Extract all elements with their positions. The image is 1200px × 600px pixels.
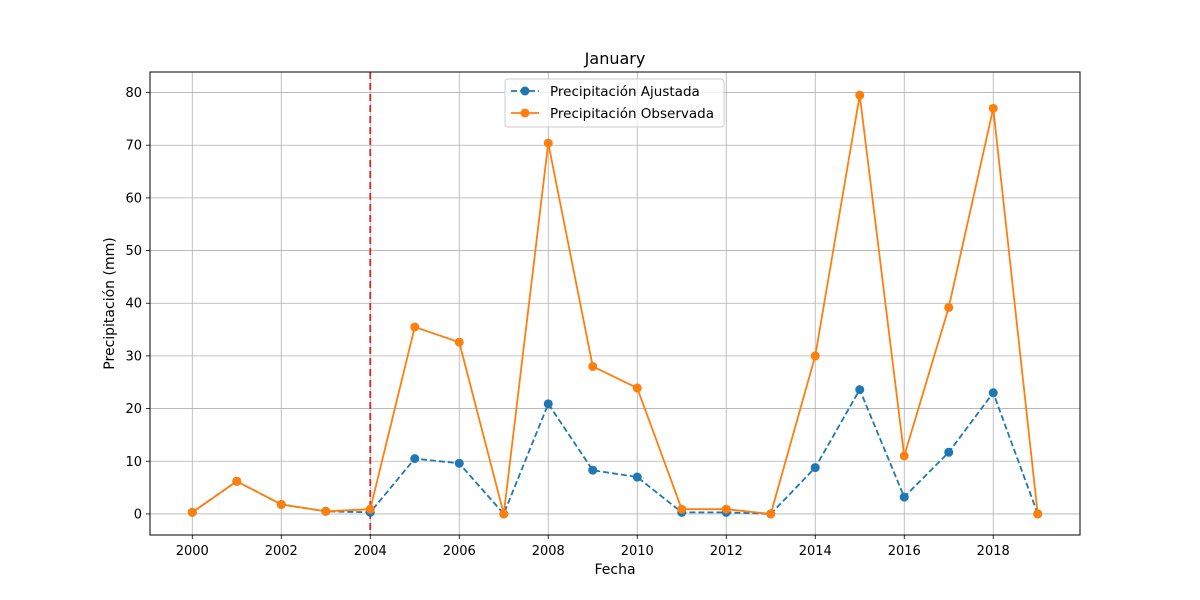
data-point	[899, 492, 909, 502]
data-point	[810, 351, 820, 361]
legend-label-adjusted: Precipitación Ajustada	[550, 84, 700, 100]
data-point	[454, 458, 464, 468]
data-point	[499, 509, 509, 519]
y-tick-label: 0	[134, 507, 142, 522]
data-point	[187, 507, 197, 517]
data-point	[410, 454, 420, 464]
y-tick-label: 80	[125, 86, 142, 101]
y-tick-label: 20	[125, 402, 142, 417]
data-point	[899, 451, 909, 461]
data-point	[321, 506, 331, 516]
data-point	[410, 322, 420, 332]
y-axis-label: Precipitación (mm)	[102, 237, 118, 369]
y-axis-ticks: 0 10 20 30 40 50 60 70 80	[125, 86, 150, 522]
data-point	[588, 361, 598, 371]
x-tick-label: 2012	[710, 544, 743, 559]
y-tick-label: 60	[125, 191, 142, 206]
series-layer	[187, 90, 1043, 519]
data-point	[944, 302, 954, 312]
y-tick-label: 40	[125, 297, 142, 312]
series-adjusted	[187, 385, 1043, 519]
x-tick-label: 2018	[977, 544, 1010, 559]
data-point	[677, 504, 687, 514]
legend: Precipitación Ajustada Precipitación Obs…	[504, 78, 725, 128]
data-point	[721, 504, 731, 514]
data-point	[1033, 509, 1043, 519]
data-point	[988, 103, 998, 113]
x-axis-label: Fecha	[594, 562, 635, 578]
x-tick-label: 2010	[621, 544, 654, 559]
y-tick-label: 50	[125, 244, 142, 259]
x-axis-ticks: 2000 2002 2004 2006 2008 2010 2012 2014 2016 2018	[176, 535, 1010, 559]
x-tick-label: 2004	[354, 544, 387, 559]
data-point	[988, 388, 998, 398]
data-point	[232, 476, 242, 486]
data-point	[365, 504, 375, 514]
legend-box	[504, 78, 725, 128]
x-tick-label: 2000	[176, 544, 209, 559]
data-point	[855, 90, 865, 100]
data-point	[632, 383, 642, 393]
grid	[150, 72, 1080, 535]
data-point	[855, 385, 865, 395]
legend-label-observed: Precipitación Observada	[550, 106, 714, 122]
x-tick-label: 2016	[888, 544, 921, 559]
data-point	[810, 463, 820, 473]
x-tick-label: 2008	[532, 544, 565, 559]
legend-marker-observed	[520, 108, 530, 118]
data-point	[632, 472, 642, 482]
data-point	[944, 447, 954, 457]
series-line	[191, 94, 1039, 515]
data-point	[276, 499, 286, 509]
y-tick-label: 10	[125, 455, 142, 470]
data-point	[543, 399, 553, 409]
chart-title: January	[584, 49, 646, 68]
data-point	[766, 509, 776, 519]
y-tick-label: 30	[125, 349, 142, 364]
legend-marker-adjusted	[520, 86, 530, 96]
series-observed	[187, 90, 1043, 519]
data-point	[454, 337, 464, 347]
data-point	[543, 138, 553, 148]
x-tick-label: 2014	[799, 544, 832, 559]
y-tick-label: 70	[125, 139, 142, 154]
data-point	[588, 465, 598, 475]
x-tick-label: 2006	[443, 544, 476, 559]
x-tick-label: 2002	[265, 544, 298, 559]
